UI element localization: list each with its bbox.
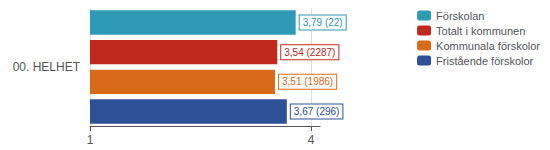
svg-text:1: 1 <box>87 133 94 147</box>
svg-text:Förskolan: Förskolan <box>436 10 484 22</box>
svg-text:Kommunala förskolor: Kommunala förskolor <box>436 40 540 52</box>
svg-text:Totalt i kommunen: Totalt i kommunen <box>436 25 525 37</box>
svg-text:4: 4 <box>308 133 315 147</box>
svg-text:3,51 (1986): 3,51 (1986) <box>282 76 333 87</box>
svg-text:Fristående förskolor: Fristående förskolor <box>436 55 534 67</box>
svg-text:3,54 (2287): 3,54 (2287) <box>284 47 335 58</box>
svg-text:3,67 (296): 3,67 (296) <box>294 106 340 117</box>
svg-text:00. HELHET: 00. HELHET <box>13 60 81 74</box>
svg-text:3,79 (22): 3,79 (22) <box>303 17 343 28</box>
